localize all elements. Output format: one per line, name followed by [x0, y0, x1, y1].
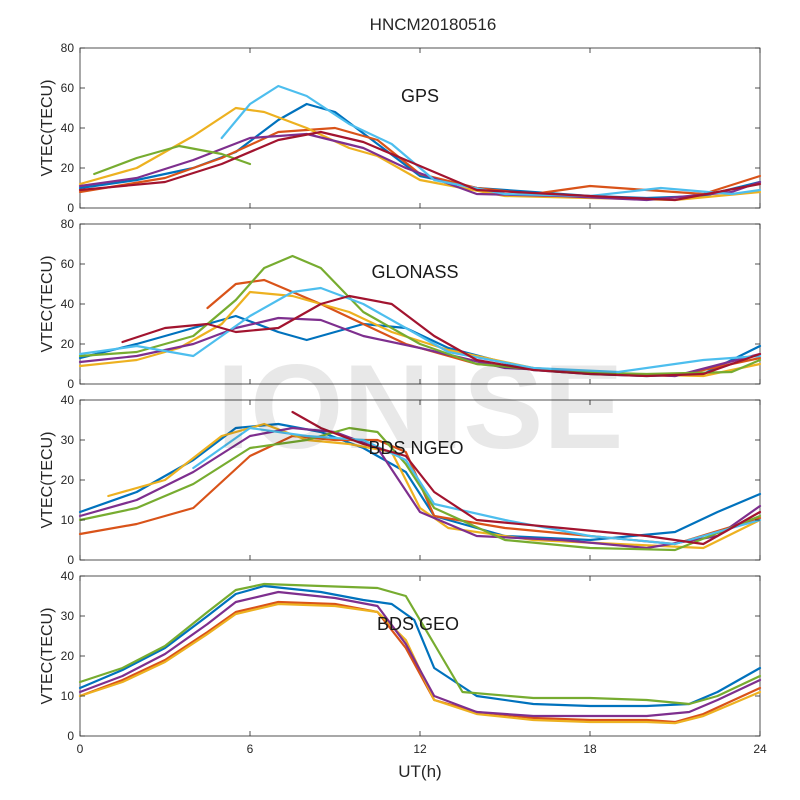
y-tick-label-3-3: 30	[61, 609, 75, 623]
panel-0: 0 20 40 60 80 VTEC(TECU) GPS	[39, 41, 762, 215]
series-line-1-6	[121, 294, 762, 378]
y-tick-label-0-3: 60	[61, 81, 75, 95]
watermark-text: IONISE	[217, 340, 624, 474]
panel-label-2: BDS NGEO	[368, 438, 463, 458]
y-tick-label-2-3: 30	[61, 433, 75, 447]
y-tick-label-1-3: 60	[61, 257, 75, 271]
x-tick-label-2: 12	[413, 742, 427, 756]
y-tick-label-3-4: 40	[61, 569, 75, 583]
series-line-2-6	[291, 410, 762, 546]
series-line-1-5	[78, 286, 762, 374]
series-line-3-0	[78, 584, 762, 708]
y-tick-label-2-0: 0	[67, 553, 74, 567]
series-line-3-2	[78, 602, 762, 725]
y-tick-label-3-0: 0	[67, 729, 74, 743]
y-axis-label-1: VTEC(TECU)	[39, 256, 56, 353]
series-line-3-3	[78, 590, 762, 718]
panel-3: 0 10 20 30 40 0 6 12 18 24 VTEC(TECU) BDS GEO	[39, 569, 767, 756]
y-tick-label-0-4: 80	[61, 41, 75, 55]
series-line-2-5	[192, 426, 762, 546]
y-axis-label-2: VTEC(TECU)	[39, 432, 56, 529]
y-tick-label-2-1: 10	[61, 513, 75, 527]
series-line-0-4	[93, 144, 252, 176]
axes-frame-0	[79, 47, 761, 209]
series-line-3-4	[78, 582, 762, 706]
panel-2: 0 10 20 30 40 VTEC(TECU) BDS NGEO	[39, 393, 762, 567]
series-line-2-4	[78, 426, 762, 552]
y-tick-label-0-0: 0	[67, 201, 74, 215]
y-tick-label-1-0: 0	[67, 377, 74, 391]
x-tick-label-4: 24	[753, 742, 767, 756]
x-axis-label: UT(h)	[398, 762, 441, 781]
x-tick-label-3: 18	[583, 742, 597, 756]
series-line-1-4	[78, 254, 762, 376]
series-line-3-1	[78, 600, 762, 724]
y-tick-label-0-1: 20	[61, 161, 75, 175]
y-tick-label-3-1: 10	[61, 689, 75, 703]
panel-label-1: GLONASS	[371, 262, 458, 282]
x-tick-label-1: 6	[247, 742, 254, 756]
y-tick-label-2-4: 40	[61, 393, 75, 407]
axes-frame-3	[79, 575, 761, 737]
y-tick-label-1-2: 40	[61, 297, 75, 311]
x-tick-label-0: 0	[77, 742, 84, 756]
y-tick-label-3-2: 20	[61, 649, 75, 663]
y-axis-label-0: VTEC(TECU)	[39, 80, 56, 177]
y-tick-label-1-1: 20	[61, 337, 75, 351]
panel-label-0: GPS	[401, 86, 439, 106]
chart-title: HNCM20180516	[370, 15, 497, 34]
y-tick-label-0-2: 40	[61, 121, 75, 135]
panel-1: 0 20 40 60 80 VTEC(TECU) GLONASS	[39, 217, 762, 391]
y-axis-label-3: VTEC(TECU)	[39, 608, 56, 705]
y-tick-label-2-2: 20	[61, 473, 75, 487]
series-line-0-6	[78, 130, 762, 202]
y-tick-label-1-4: 80	[61, 217, 75, 231]
panel-label-3: BDS GEO	[377, 614, 459, 634]
